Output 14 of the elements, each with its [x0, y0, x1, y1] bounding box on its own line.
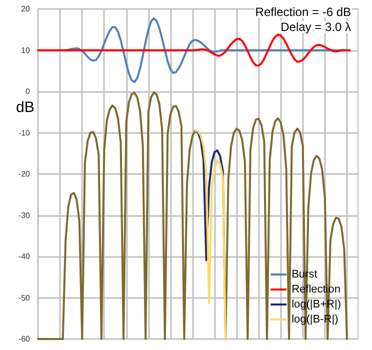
annotation: Reflection = -6 dB [255, 5, 351, 19]
line-series [194, 130, 227, 340]
line-series [37, 34, 351, 67]
y-tick-label: 20 [21, 4, 31, 14]
y-tick-label: 10 [21, 46, 31, 55]
y-tick-label: -30 [18, 210, 31, 220]
y-tick-label: 0 [26, 87, 31, 96]
y-tick-label: -20 [18, 170, 31, 178]
y-tick-label: -10 [18, 128, 31, 138]
y-tick-label: -50 [18, 293, 31, 302]
annotation: Delay = 3.0 λ [280, 20, 351, 34]
y-axis-title: dB [16, 99, 34, 116]
y-tick-label: -40 [18, 252, 31, 261]
y-tick-label: -60 [18, 334, 31, 344]
